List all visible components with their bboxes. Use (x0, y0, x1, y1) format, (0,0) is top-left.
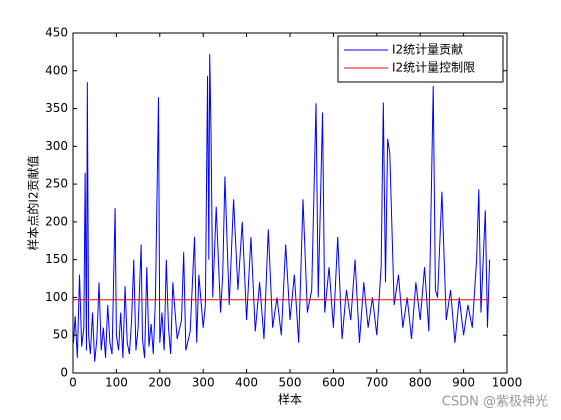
x-tick-label: 600 (322, 376, 345, 390)
y-tick-label: 350 (45, 101, 68, 115)
legend-label: I2统计量控制限 (392, 61, 475, 75)
y-tick-label: 50 (53, 328, 68, 342)
x-tick-label: 500 (279, 376, 302, 390)
x-tick-label: 0 (69, 376, 77, 390)
x-tick-label: 900 (452, 376, 475, 390)
y-tick-label: 100 (45, 290, 68, 304)
y-tick-label: 200 (45, 214, 68, 228)
y-tick-label: 250 (45, 177, 68, 191)
x-tick-label: 300 (192, 376, 215, 390)
data-line (72, 54, 491, 362)
x-tick-label: 800 (409, 376, 432, 390)
x-tick-label: 700 (365, 376, 388, 390)
x-tick-label: 400 (235, 376, 258, 390)
y-axis-label: 样本点的I2贡献值 (26, 155, 41, 250)
y-tick-label: 0 (60, 366, 68, 380)
y-tick-label: 300 (45, 139, 68, 153)
legend-box (337, 35, 504, 83)
x-tick-label: 1000 (492, 376, 523, 390)
x-tick-label: 100 (105, 376, 128, 390)
y-tick-label: 400 (45, 63, 68, 77)
legend-label: I2统计量贡献 (392, 42, 463, 57)
y-tick-label: 450 (45, 26, 68, 40)
y-tick-label: 150 (45, 252, 68, 266)
x-axis-label: 样本 (278, 392, 302, 407)
x-tick-label: 200 (148, 376, 171, 390)
watermark: CSDN @紫极神光 (442, 395, 548, 410)
